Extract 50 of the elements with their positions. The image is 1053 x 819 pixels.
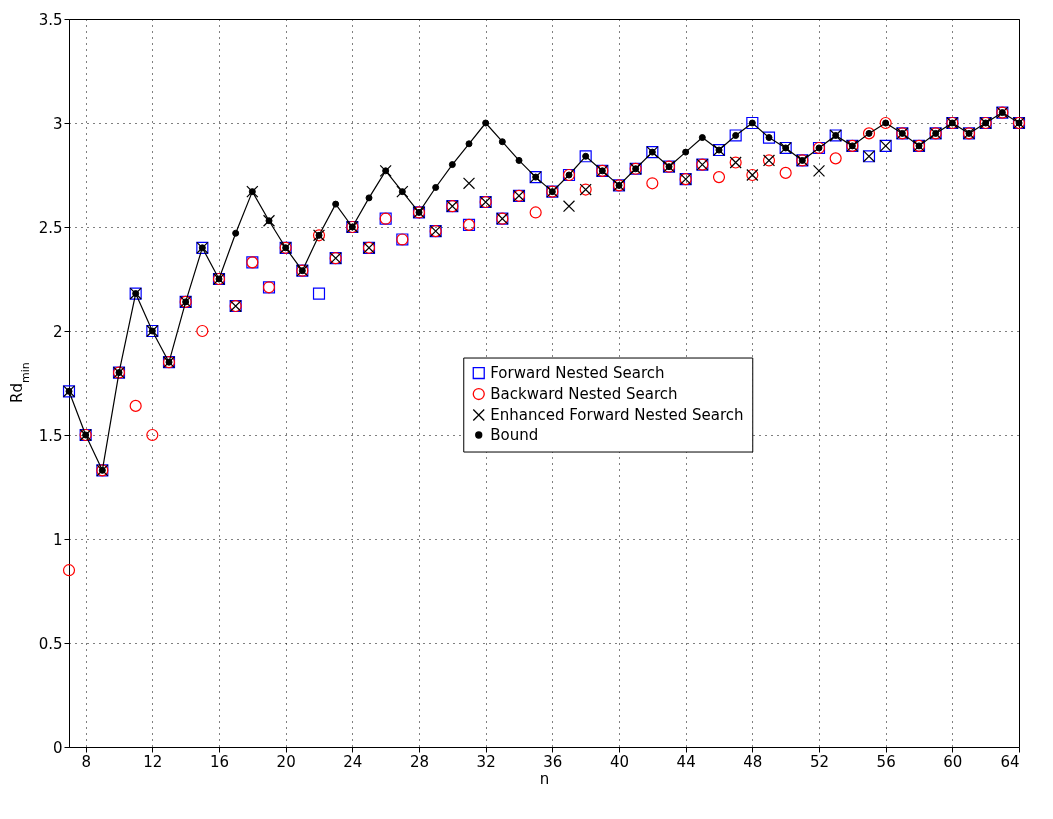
legend-label: Enhanced Forward Nested Search — [490, 406, 744, 425]
x-tick-label: 24 — [343, 752, 363, 771]
legend-label: Bound — [490, 426, 539, 445]
x-tick-label: 60 — [943, 752, 963, 771]
point — [146, 428, 159, 442]
legend-label: Forward Nested Search — [490, 364, 665, 383]
point — [448, 161, 456, 169]
point — [196, 324, 209, 338]
point — [62, 564, 76, 577]
y-tick-label: 0.5 — [38, 634, 63, 653]
point — [515, 156, 523, 164]
point — [365, 194, 373, 202]
point — [779, 166, 792, 179]
x-tick-label: 44 — [676, 752, 696, 771]
point — [312, 287, 326, 300]
x-tick-label: 48 — [743, 752, 763, 771]
point — [465, 140, 473, 148]
x-tick-label: 64 — [1000, 752, 1020, 771]
point — [498, 138, 506, 146]
x-axis-title: n — [539, 769, 550, 788]
y-tick-label: 3 — [52, 114, 63, 133]
x-tick-label: 8 — [81, 752, 91, 771]
point — [129, 399, 142, 412]
y-tick-label: 1.5 — [38, 426, 63, 445]
point — [432, 183, 440, 191]
x-tick-label: 40 — [609, 752, 630, 771]
x-tick-label: 52 — [809, 752, 830, 771]
point — [646, 177, 659, 190]
y-tick-label: 0 — [52, 738, 63, 757]
y-tick-label: 2.5 — [38, 218, 63, 237]
x-tick-label: 56 — [876, 752, 896, 771]
x-tick-label: 32 — [476, 752, 496, 771]
y-axis-title: Rdmin — [8, 362, 32, 403]
point — [482, 119, 490, 127]
x-tick-label: 36 — [543, 752, 563, 771]
x-tick-label: 20 — [276, 752, 296, 771]
point — [698, 134, 706, 142]
point — [712, 171, 726, 184]
x-tick-label: 12 — [143, 752, 163, 771]
point — [529, 206, 542, 219]
point — [332, 200, 340, 208]
point — [829, 152, 842, 165]
x-tick-label: 28 — [409, 752, 430, 771]
y-tick-label: 1 — [52, 530, 63, 549]
y-tick-label: 3.5 — [38, 10, 63, 29]
x-tick-label: 16 — [209, 752, 230, 771]
point — [682, 148, 690, 156]
y-tick-label: 2 — [52, 322, 63, 341]
point — [232, 229, 240, 237]
legend-label: Backward Nested Search — [490, 385, 678, 404]
